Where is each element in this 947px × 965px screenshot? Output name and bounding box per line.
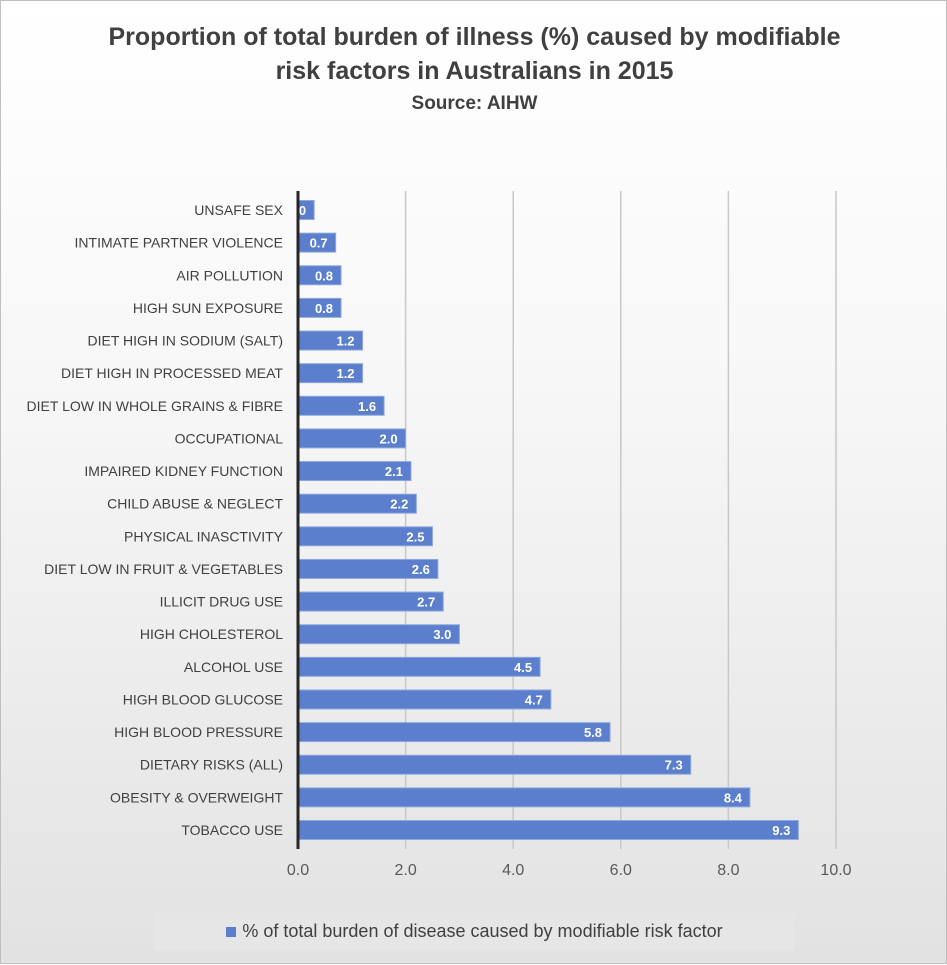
category-label: HIGH CHOLESTEROL — [140, 626, 283, 642]
chart-title-line2: risk factors in Australians in 2015 — [275, 57, 674, 85]
x-tick-label: 4.0 — [502, 862, 524, 879]
data-label: 2.2 — [390, 497, 408, 512]
category-label: DIETARY RISKS (ALL) — [140, 757, 283, 773]
data-label: 0.7 — [310, 236, 328, 251]
category-label: HIGH SUN EXPOSURE — [133, 300, 283, 316]
data-label: 4.7 — [525, 692, 543, 707]
category-label: DIET HIGH IN SODIUM (SALT) — [88, 333, 284, 349]
x-tick-label: 10.0 — [820, 862, 851, 879]
data-label: 9.3 — [772, 823, 790, 838]
category-label: DIET HIGH IN PROCESSED MEAT — [61, 365, 283, 381]
bar — [297, 754, 692, 775]
category-label: IMPAIRED KIDNEY FUNCTION — [84, 463, 283, 479]
legend-swatch — [226, 926, 237, 937]
data-label: 1.2 — [336, 366, 354, 381]
category-label: DIET LOW IN FRUIT & VEGETABLES — [44, 561, 283, 577]
category-label: ILLICIT DRUG USE — [160, 594, 283, 610]
category-label: ALCOHOL USE — [184, 659, 283, 675]
data-label: 1.6 — [358, 399, 376, 414]
category-label: DIET LOW IN WHOLE GRAINS & FIBRE — [27, 398, 283, 414]
category-label: UNSAFE SEX — [194, 202, 283, 218]
bar — [297, 656, 541, 677]
x-tick-label: 8.0 — [717, 862, 739, 879]
category-label: HIGH BLOOD PRESSURE — [114, 724, 283, 740]
data-label: 2.0 — [380, 431, 398, 446]
data-label: 0.8 — [315, 268, 333, 283]
category-label: INTIMATE PARTNER VIOLENCE — [75, 235, 283, 251]
category-label: CHILD ABUSE & NEGLECT — [107, 496, 283, 512]
category-label: OBESITY & OVERWEIGHT — [110, 789, 283, 805]
data-label: 2.5 — [406, 529, 424, 544]
legend: % of total burden of disease caused by m… — [154, 913, 795, 950]
category-label: HIGH BLOOD GLUCOSE — [123, 691, 283, 707]
data-label: 4.5 — [514, 660, 532, 675]
data-label: 2.6 — [412, 562, 430, 577]
chart-title-line1: Proportion of total burden of illness (%… — [108, 23, 841, 51]
bar — [297, 787, 751, 808]
data-label: 2.7 — [417, 595, 435, 610]
data-label: 0.8 — [315, 301, 333, 316]
data-label: 0 — [299, 203, 306, 218]
bar — [297, 722, 611, 743]
category-label: AIR POLLUTION — [176, 267, 283, 283]
data-label: 1.2 — [336, 334, 354, 349]
category-label: TOBACCO USE — [181, 822, 283, 838]
data-label: 7.3 — [665, 758, 683, 773]
category-label: PHYSICAL INASCTIVITY — [124, 528, 284, 544]
x-tick-label: 0.0 — [287, 862, 309, 879]
data-label: 8.4 — [724, 790, 743, 805]
data-label: 5.8 — [584, 725, 602, 740]
x-tick-label: 6.0 — [610, 862, 632, 879]
bar — [297, 689, 552, 710]
category-label: OCCUPATIONAL — [175, 430, 284, 446]
x-tick-label: 2.0 — [394, 862, 416, 879]
data-label: 2.1 — [385, 464, 403, 479]
bar — [297, 820, 799, 840]
data-label: 3.0 — [433, 627, 451, 642]
legend-label: % of total burden of disease caused by m… — [242, 921, 723, 941]
chart-subtitle: Source: AIHW — [411, 93, 538, 114]
